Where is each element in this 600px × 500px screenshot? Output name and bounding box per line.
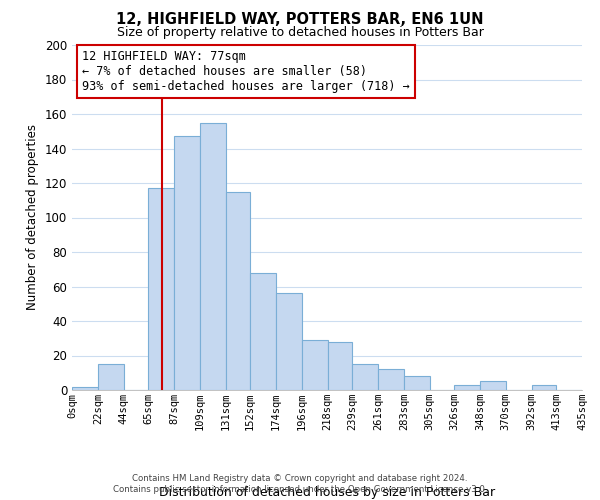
Bar — [328, 342, 352, 390]
Text: Contains HM Land Registry data © Crown copyright and database right 2024.
Contai: Contains HM Land Registry data © Crown c… — [113, 474, 487, 494]
Bar — [174, 136, 200, 390]
Y-axis label: Number of detached properties: Number of detached properties — [26, 124, 39, 310]
Text: 12, HIGHFIELD WAY, POTTERS BAR, EN6 1UN: 12, HIGHFIELD WAY, POTTERS BAR, EN6 1UN — [116, 12, 484, 28]
Bar — [148, 188, 174, 390]
Bar — [378, 370, 404, 390]
Bar — [352, 364, 378, 390]
Text: Size of property relative to detached houses in Potters Bar: Size of property relative to detached ho… — [116, 26, 484, 39]
Bar — [480, 382, 506, 390]
Bar — [72, 386, 98, 390]
Bar — [454, 385, 480, 390]
Bar — [532, 385, 556, 390]
Bar — [276, 294, 302, 390]
Bar — [98, 364, 124, 390]
Bar — [302, 340, 328, 390]
Bar — [250, 272, 276, 390]
Bar — [200, 122, 226, 390]
Text: 12 HIGHFIELD WAY: 77sqm
← 7% of detached houses are smaller (58)
93% of semi-det: 12 HIGHFIELD WAY: 77sqm ← 7% of detached… — [82, 50, 410, 93]
Bar — [226, 192, 250, 390]
Bar — [404, 376, 430, 390]
X-axis label: Distribution of detached houses by size in Potters Bar: Distribution of detached houses by size … — [159, 486, 495, 499]
